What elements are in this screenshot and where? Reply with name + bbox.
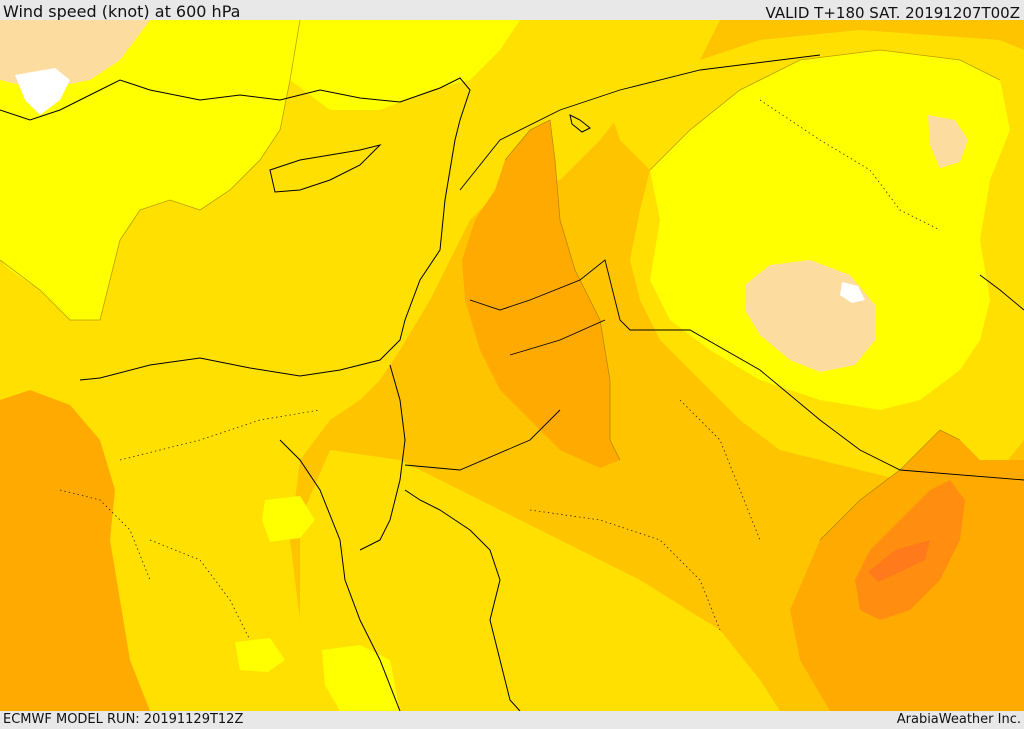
field-yellow-ne xyxy=(650,50,1010,410)
field-deeporange-se xyxy=(868,540,930,582)
province-lines xyxy=(59,99,941,641)
field-white-ne xyxy=(840,282,865,303)
field-yellow-nw xyxy=(0,20,300,320)
field-orange-sw xyxy=(0,390,150,711)
weather-map xyxy=(0,20,1024,711)
field-gold-south xyxy=(300,450,780,711)
field-yellow-s3 xyxy=(235,638,285,672)
field-orange-corridor xyxy=(462,120,620,468)
coastlines xyxy=(0,77,591,711)
borders xyxy=(404,54,1024,481)
field-yellow-nc xyxy=(290,20,520,110)
brand-label: ArabiaWeather Inc. xyxy=(896,712,1021,727)
map-footer: ECMWF MODEL RUN: 20191129T12Z ArabiaWeat… xyxy=(0,711,1024,729)
model-run-label: ECMWF MODEL RUN: 20191129T12Z xyxy=(3,712,244,727)
map-header: Wind speed (knot) at 600 hPa VALID T+180… xyxy=(0,0,1024,22)
field-peach-ne2 xyxy=(928,115,968,168)
valid-time: VALID T+180 SAT. 20191207T00Z xyxy=(765,4,1020,22)
field-white-nw xyxy=(15,68,70,115)
map-title: Wind speed (knot) at 600 hPa xyxy=(3,2,241,21)
field-yellow-s1 xyxy=(262,496,315,542)
